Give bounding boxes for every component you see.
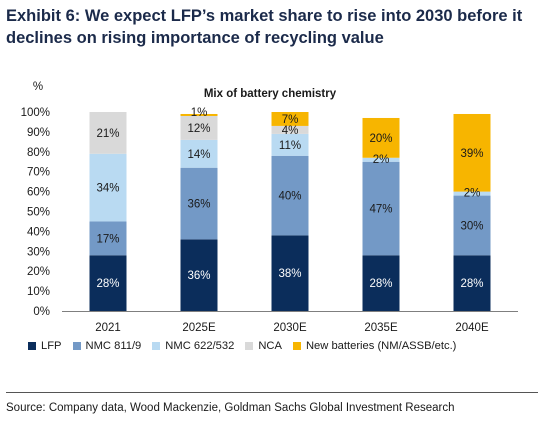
legend-label: NCA — [258, 340, 282, 352]
legend-swatch — [72, 342, 81, 350]
data-label: 34% — [96, 183, 119, 195]
data-label: 38% — [278, 268, 301, 280]
legend-item: New batteries (NM/ASSB/etc.) — [292, 340, 457, 352]
data-label: 39% — [460, 148, 483, 160]
exhibit-title: Exhibit 6: We expect LFP’s market share … — [6, 5, 538, 49]
legend-label: NMC 811/9 — [85, 340, 142, 352]
y-tick-label: 10% — [27, 286, 50, 298]
data-label: 28% — [96, 278, 119, 290]
legend-label: NMC 622/532 — [165, 340, 235, 352]
data-label: 2% — [373, 154, 390, 166]
bar-segment-new-batteries-nm-assb-etc — [271, 112, 309, 126]
x-tick-label: 2030E — [273, 322, 307, 334]
x-tick-label: 2040E — [455, 322, 489, 334]
data-label: 1% — [191, 107, 208, 119]
bar-segment-nmc-622-532 — [362, 157, 400, 162]
legend-item: NMC 622/532 — [152, 340, 234, 352]
legend-item: LFP — [28, 340, 62, 352]
data-label: 40% — [278, 191, 301, 203]
y-tick-label: 40% — [27, 226, 50, 238]
chart-title: Mix of battery chemistry — [204, 88, 337, 100]
data-label: 47% — [369, 204, 392, 216]
legend-swatch — [152, 342, 161, 350]
data-label: 21% — [96, 128, 119, 140]
bar-segment-nmc-811-9 — [362, 161, 400, 256]
y-tick-label: 100% — [21, 107, 50, 119]
data-label: 36% — [187, 199, 210, 211]
bar-segment-nca — [89, 112, 127, 154]
bar-segment-new-batteries-nm-assb-etc — [180, 113, 218, 116]
data-label: 28% — [460, 278, 483, 290]
legend-label: New batteries (NM/ASSB/etc.) — [305, 340, 457, 352]
data-label: 36% — [187, 270, 210, 282]
data-label: 28% — [369, 278, 392, 290]
bar-segment-nmc-811-9 — [89, 221, 127, 256]
y-tick-label: 0% — [33, 306, 50, 318]
bar-segment-nca — [180, 115, 218, 140]
data-label: 12% — [187, 123, 210, 135]
chart-legend: LFP NMC 811/9 NMC 622/532 NCA New batteries … — [28, 338, 467, 354]
y-tick-label: 90% — [27, 127, 50, 139]
y-tick-label: 60% — [27, 187, 50, 199]
data-label: 17% — [96, 233, 119, 245]
legend-item: NCA — [245, 340, 282, 352]
data-label: 11% — [279, 140, 301, 152]
bar-segment-new-batteries-nm-assb-etc — [362, 117, 400, 158]
data-label: 4% — [282, 125, 299, 137]
bar-segment-lfp — [180, 239, 218, 311]
legend-item: NMC 811/9 — [72, 340, 142, 352]
x-tick-label: 2021 — [95, 322, 121, 334]
legend-swatch — [28, 342, 36, 350]
bar-segment-nmc-811-9 — [453, 195, 491, 256]
data-label: 20% — [369, 133, 392, 145]
x-tick-label: 2025E — [182, 322, 216, 334]
data-label: 14% — [187, 149, 210, 161]
bar-segment-nmc-811-9 — [271, 155, 309, 236]
bar-segment-nmc-622-532 — [89, 153, 127, 222]
x-tick-label: 2035E — [364, 322, 398, 334]
bar-segment-lfp — [453, 255, 491, 311]
bar-segment-nmc-622-532 — [271, 133, 309, 156]
bar-segment-lfp — [271, 235, 309, 311]
legend-swatch — [292, 342, 301, 350]
y-tick-label: 30% — [27, 246, 50, 258]
bar-segment-nmc-811-9 — [180, 167, 218, 240]
y-tick-label: 50% — [27, 207, 50, 219]
legend-label: LFP — [41, 340, 62, 352]
bar-segment-nmc-622-532 — [453, 191, 491, 196]
bar-segment-nmc-622-532 — [180, 139, 218, 168]
y-axis-label: % — [33, 81, 43, 93]
bar-segment-lfp — [362, 255, 400, 311]
y-tick-label: 70% — [27, 167, 50, 179]
bar-segment-nca — [271, 125, 309, 134]
legend-swatch — [245, 342, 254, 350]
divider-rule — [6, 392, 538, 393]
bar-segment-lfp — [89, 255, 127, 311]
data-label: 30% — [460, 220, 483, 232]
data-label: 2% — [464, 188, 481, 200]
y-tick-label: 20% — [27, 266, 50, 278]
data-label: 7% — [282, 114, 299, 126]
y-tick-label: 80% — [27, 147, 50, 159]
bar-segment-new-batteries-nm-assb-etc — [453, 113, 491, 192]
exhibit-title-line-2: declines on rising importance of recycli… — [6, 29, 384, 47]
exhibit-title-line-1: Exhibit 6: We expect LFP’s market share … — [6, 7, 523, 25]
source-note: Source: Company data, Wood Mackenzie, Go… — [6, 402, 455, 414]
